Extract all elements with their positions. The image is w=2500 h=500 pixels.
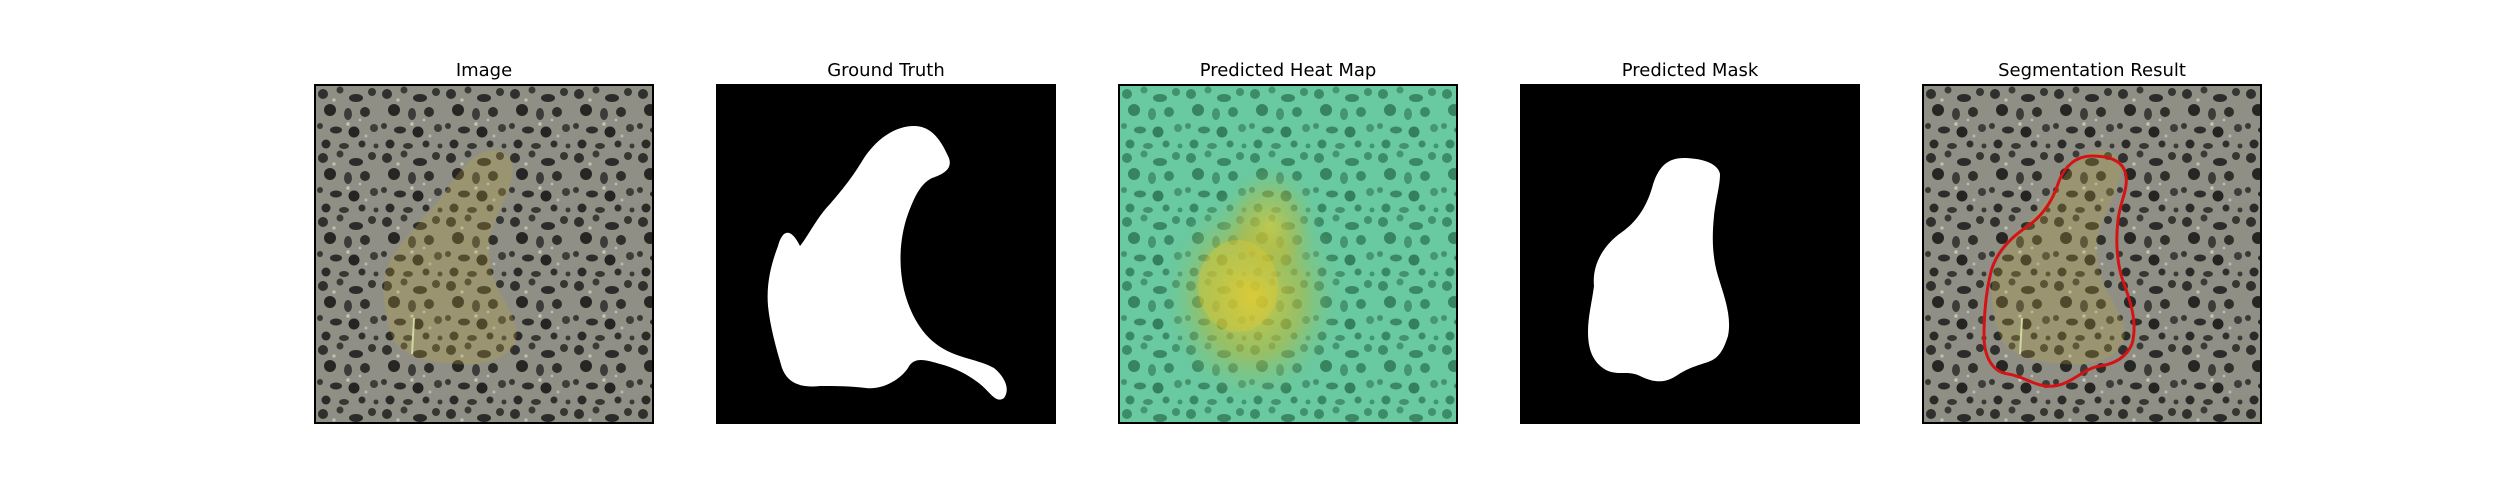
predicted-mask-frame	[1520, 84, 1860, 424]
panel-title: Predicted Mask	[1621, 60, 1759, 81]
ground-truth-frame	[716, 84, 1056, 424]
image-frame	[314, 84, 654, 424]
input-image	[316, 86, 652, 422]
predicted-mask	[1522, 86, 1858, 422]
panel-ground-truth: Ground Truth	[716, 58, 1056, 424]
panel-segmentation-result: Segmentation Result	[1922, 58, 2262, 424]
segmentation-overlay	[1924, 86, 2260, 422]
predicted-contour	[1982, 154, 2136, 388]
segmentation-result-frame	[1922, 84, 2262, 424]
ground-truth-mask	[718, 86, 1054, 422]
panel-predicted-mask: Predicted Mask	[1520, 58, 1860, 424]
panel-title: Predicted Heat Map	[1199, 60, 1377, 81]
heat-map-frame	[1118, 84, 1458, 424]
panel-title: Segmentation Result	[1998, 60, 2186, 81]
panel-predicted-heat-map: Predicted Heat Map	[1118, 58, 1458, 424]
panel-title: Ground Truth	[827, 60, 945, 81]
predicted-heat-map	[1120, 86, 1456, 422]
panel-title: Image	[455, 60, 513, 81]
panel-image: Image	[314, 58, 654, 424]
